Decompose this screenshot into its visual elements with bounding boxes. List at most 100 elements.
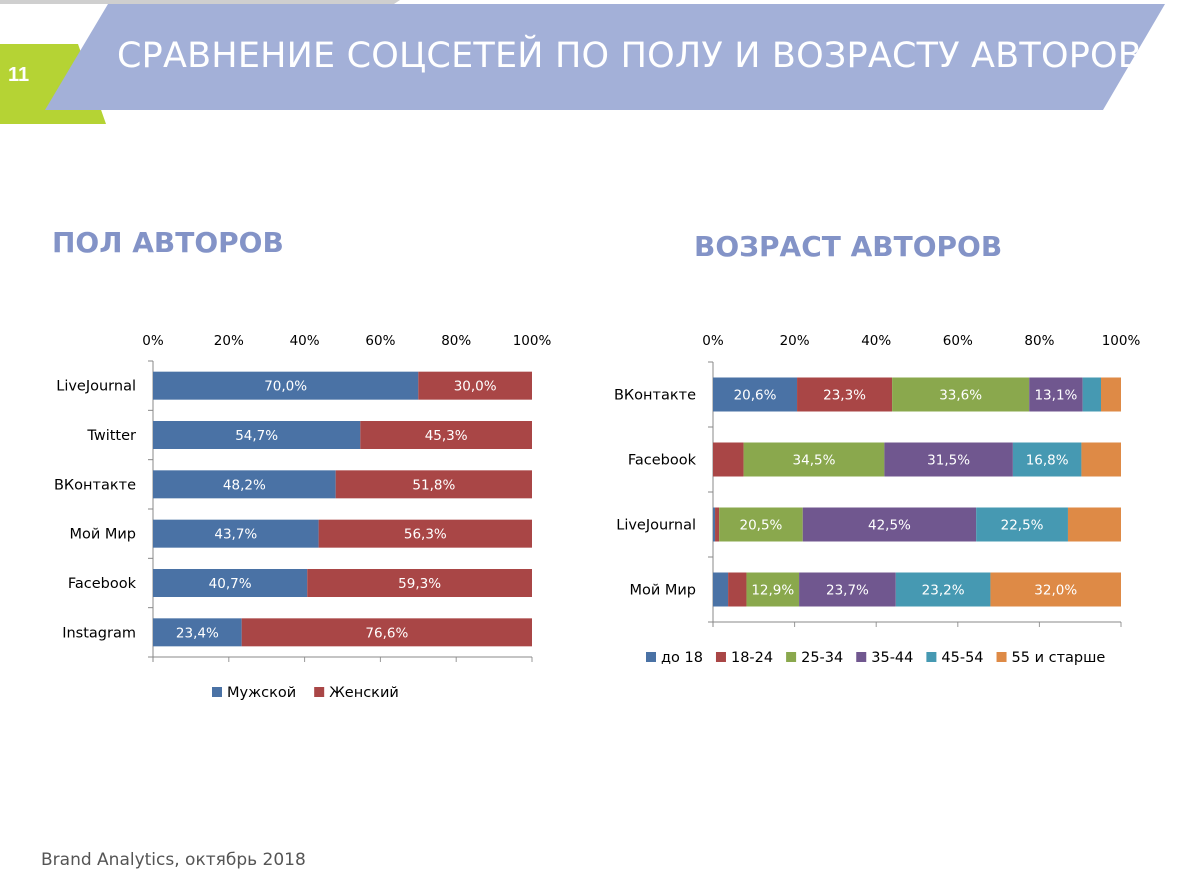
bar-segment — [1067, 507, 1121, 542]
bar-segment — [743, 442, 885, 477]
x-tick-label: 0% — [142, 333, 164, 349]
x-tick-label: 40% — [290, 333, 320, 349]
data-label: 59,3% — [398, 576, 441, 592]
x-tick-label: 0% — [702, 333, 724, 349]
x-tick-label: 60% — [943, 333, 973, 349]
data-label: 23,7% — [826, 583, 869, 599]
age-chart: 0% 20% 40% 60% 80% 100% ВКонтакте 20,6% 23,3% 33,… — [614, 333, 1141, 666]
data-label: 22,5% — [1001, 518, 1044, 534]
x-tick-label: 20% — [214, 333, 244, 349]
slide-header — [0, 0, 1165, 124]
source-note: Brand Analytics, октябрь 2018 — [41, 850, 306, 870]
data-label: 48,2% — [223, 477, 266, 493]
x-tick-label: 100% — [1102, 333, 1141, 349]
legend: Мужской Женский — [212, 685, 399, 701]
legend-swatch — [212, 687, 222, 697]
legend-swatch — [314, 687, 325, 697]
x-tick-label: 80% — [441, 333, 471, 349]
legend-swatch — [856, 652, 867, 662]
bar-segment — [1081, 442, 1121, 477]
legend-swatch — [715, 652, 726, 662]
data-label: 23,4% — [176, 625, 219, 641]
category-label: Facebook — [68, 576, 137, 592]
bar-segment — [713, 377, 798, 412]
bar-segment — [153, 519, 319, 548]
bar-segment — [797, 377, 893, 412]
data-label: 76,6% — [365, 625, 408, 641]
x-tick-label: 20% — [780, 333, 810, 349]
category-label: Мой Мир — [629, 583, 696, 599]
bar-segment — [884, 442, 1013, 477]
legend-label: 45-54 — [941, 650, 983, 666]
bar-segment — [1029, 377, 1083, 412]
bar-segment — [318, 519, 532, 548]
gender-chart: 0% 20% 40% 60% 80% 100% LiveJournal 70,0% 30,0% T… — [54, 333, 552, 701]
gender-section-title: ПОЛ АВТОРОВ — [52, 226, 284, 259]
bar-segment — [802, 507, 977, 542]
bar-segment — [799, 572, 896, 607]
category-label: Мой Мир — [69, 527, 136, 543]
bar-segment — [895, 572, 991, 607]
data-label: 23,2% — [922, 583, 965, 599]
bar-segment — [728, 572, 747, 607]
category-label: LiveJournal — [616, 518, 696, 534]
data-label: 32,0% — [1034, 583, 1077, 599]
data-label: 45,3% — [425, 428, 468, 444]
data-label: 20,5% — [739, 518, 782, 534]
data-label: 51,8% — [412, 477, 455, 493]
bar-segment — [713, 442, 744, 477]
category-label: Instagram — [62, 625, 136, 641]
legend-label: 18-24 — [731, 650, 773, 666]
legend-swatch — [926, 652, 937, 662]
data-label: 54,7% — [235, 428, 278, 444]
data-label: 70,0% — [264, 379, 307, 395]
x-tick-label: 60% — [365, 333, 395, 349]
bar-segment — [713, 507, 716, 542]
data-label: 33,6% — [939, 388, 982, 404]
data-label: 40,7% — [209, 576, 252, 592]
bar-segment — [976, 507, 1068, 542]
bar-segment — [153, 569, 308, 597]
data-label: 30,0% — [454, 379, 497, 395]
slide-number: 11 — [8, 64, 30, 86]
data-label: 42,5% — [868, 518, 911, 534]
category-label: LiveJournal — [56, 379, 136, 395]
legend-label: 25-34 — [801, 650, 843, 666]
legend-label: 35-44 — [871, 650, 913, 666]
legend-label: Женский — [329, 685, 399, 701]
x-tick-label: 40% — [861, 333, 891, 349]
bar-segment — [360, 421, 532, 449]
bar-segment — [153, 421, 361, 449]
category-label: ВКонтакте — [614, 388, 696, 404]
legend-swatch — [646, 652, 656, 662]
data-label: 43,7% — [214, 527, 257, 543]
data-label: 12,9% — [751, 583, 794, 599]
bar-segment — [307, 569, 532, 597]
bar-segment — [713, 572, 729, 607]
bar-segment — [746, 572, 800, 607]
category-label: Facebook — [628, 453, 697, 469]
data-label: 20,6% — [734, 388, 777, 404]
bar-segment — [153, 618, 242, 647]
data-label: 16,8% — [1026, 453, 1069, 469]
bar-segment — [892, 377, 1030, 412]
data-label: 13,1% — [1034, 388, 1077, 404]
bar-segment — [153, 470, 336, 499]
bar-segment — [1101, 377, 1121, 412]
legend: до 18 18-24 25-34 35-44 45-54 55 и старше — [646, 650, 1105, 666]
x-tick-label: 100% — [513, 333, 552, 349]
bar-segment — [335, 470, 532, 499]
category-label: ВКонтакте — [54, 477, 136, 493]
bar-segment — [1082, 377, 1102, 412]
bar-segment — [990, 572, 1121, 607]
bar-segment — [153, 371, 419, 400]
bar-segment — [1012, 442, 1082, 477]
legend-label: до 18 — [661, 650, 703, 666]
x-tick-label: 80% — [1024, 333, 1054, 349]
bar-segment — [418, 371, 532, 400]
title-band — [45, 4, 1165, 110]
data-label: 23,3% — [823, 388, 866, 404]
age-section-title: ВОЗРАСТ АВТОРОВ — [694, 230, 1003, 263]
legend-label: Мужской — [227, 685, 296, 701]
slide-title: СРАВНЕНИЕ СОЦСЕТЕЙ ПО ПОЛУ И ВОЗРАСТУ АВ… — [117, 36, 1142, 76]
